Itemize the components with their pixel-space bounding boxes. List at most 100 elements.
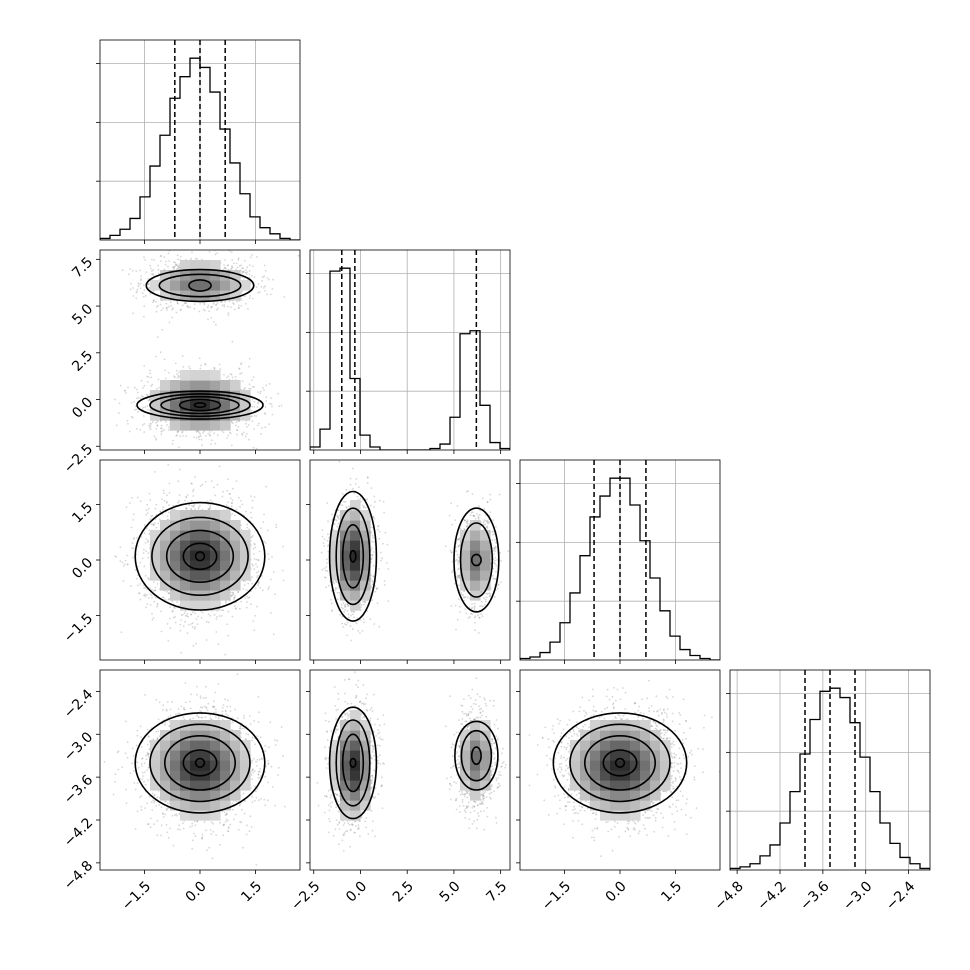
scatter-point: [238, 496, 240, 499]
scatter-point: [231, 340, 234, 343]
scatter-point: [160, 610, 162, 613]
scatter-point: [148, 492, 151, 495]
scatter-point: [231, 615, 234, 618]
scatter-point: [197, 508, 200, 510]
scatter-point: [202, 431, 205, 434]
scatter-point: [177, 266, 180, 268]
scatter-point: [133, 537, 136, 539]
scatter-point: [145, 513, 147, 516]
scatter-point: [229, 497, 232, 500]
scatter-point: [161, 596, 164, 598]
scatter-point: [152, 523, 154, 526]
scatter-point: [185, 435, 187, 438]
scatter-point: [151, 273, 153, 275]
scatter-point: [222, 609, 225, 612]
scatter-point: [145, 295, 147, 297]
scatter-point: [248, 596, 251, 599]
scatter-point: [186, 632, 189, 635]
scatter-point: [248, 365, 250, 368]
scatter-point: [252, 547, 255, 550]
scatter-point: [177, 258, 180, 261]
scatter-point: [265, 485, 268, 488]
density-bin: [190, 380, 201, 391]
scatter-point: [176, 434, 178, 436]
scatter-point: [205, 639, 208, 641]
scatter-point: [186, 613, 189, 615]
scatter-point: [120, 631, 123, 634]
scatter-point: [226, 305, 229, 308]
scatter-point: [208, 507, 211, 510]
scatter-point: [240, 305, 243, 307]
scatter-point: [165, 599, 167, 601]
scatter-point: [209, 506, 211, 508]
scatter-point: [129, 268, 131, 270]
scatter-point: [208, 310, 210, 312]
scatter-point: [252, 620, 255, 622]
scatter-point: [301, 399, 303, 401]
scatter-point: [263, 412, 266, 414]
scatter-point: [223, 267, 226, 269]
density-bin: [190, 270, 201, 281]
scatter-point: [170, 305, 172, 307]
scatter-point: [141, 424, 144, 426]
scatter-point: [181, 430, 184, 433]
scatter-point: [245, 273, 248, 276]
scatter-point: [253, 415, 256, 417]
scatter-point: [256, 256, 258, 258]
scatter-point: [255, 558, 258, 561]
scatter-point: [245, 303, 247, 305]
scatter-point: [271, 413, 274, 416]
scatter-point: [227, 478, 229, 481]
scatter-point: [231, 259, 234, 261]
scatter-point: [126, 554, 129, 557]
panel-content: [310, 250, 510, 450]
scatter-point: [277, 392, 279, 395]
scatter-point: [253, 543, 256, 546]
contour-1-0: [145, 268, 255, 303]
scatter-point: [198, 435, 201, 438]
scatter-point: [267, 553, 270, 555]
scatter-point: [136, 577, 138, 580]
scatter-point: [260, 432, 262, 435]
scatter-point: [156, 602, 159, 605]
scatter-point: [248, 387, 251, 390]
scatter-point: [156, 604, 159, 606]
scatter-point: [141, 292, 144, 294]
scatter-point: [149, 587, 151, 589]
scatter-point: [148, 533, 151, 536]
scatter-point: [190, 499, 193, 502]
scatter-point: [168, 592, 170, 594]
scatter-point: [171, 508, 174, 510]
scatter-point: [181, 431, 184, 434]
density-bin: [240, 280, 251, 291]
scatter-point: [139, 397, 142, 400]
scatter-point: [232, 422, 234, 424]
contour-0-2: [160, 395, 240, 415]
scatter-point: [173, 261, 175, 264]
scatter-point: [151, 421, 154, 424]
scatter-point: [146, 512, 149, 515]
scatter-point: [258, 422, 260, 425]
scatter-point: [246, 523, 249, 526]
scatter-point: [94, 368, 96, 370]
scatter-point: [152, 523, 155, 526]
scatter-point: [177, 267, 180, 270]
scatter-point: [115, 556, 118, 558]
scatter-point: [130, 416, 133, 418]
scatter-point: [255, 571, 258, 574]
scatter-point: [171, 610, 174, 613]
scatter-point: [157, 522, 160, 525]
scatter-point: [193, 504, 196, 506]
scatter-point: [160, 427, 162, 430]
scatter-point: [148, 286, 151, 289]
density-bin: [220, 280, 231, 291]
scatter-point: [239, 607, 241, 610]
scatter-point: [251, 410, 253, 412]
scatter-point: [224, 653, 227, 656]
scatter-point: [149, 264, 152, 267]
scatter-point: [149, 369, 151, 372]
scatter-point: [270, 397, 272, 399]
scatter-point: [185, 506, 187, 509]
scatter-point: [221, 609, 224, 612]
scatter-point: [190, 507, 192, 510]
